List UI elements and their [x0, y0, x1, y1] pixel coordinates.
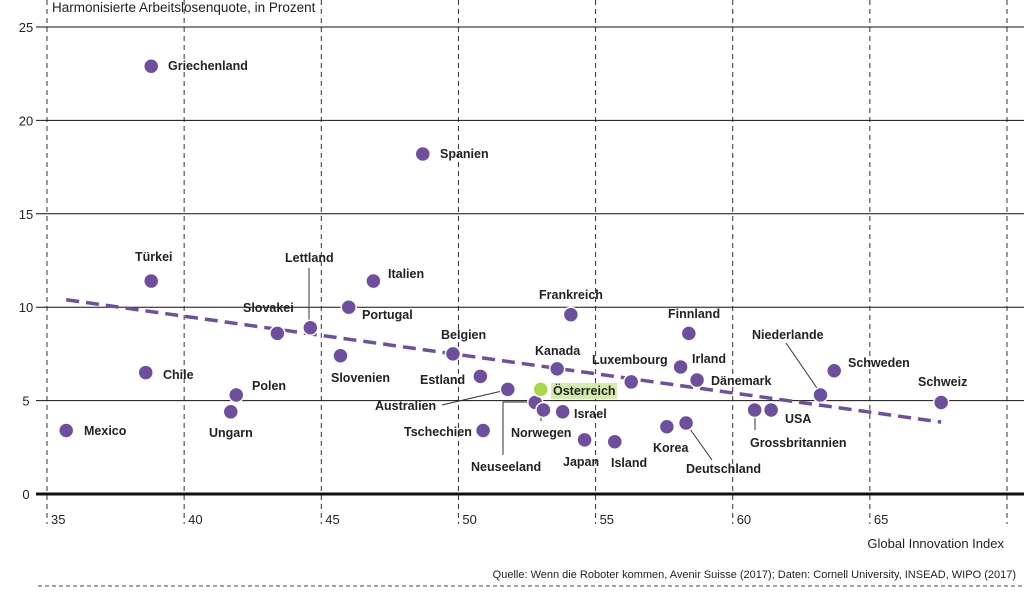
label-estland: Estland [420, 373, 465, 387]
point-portugal [340, 298, 357, 316]
x-tick-label: 65 [874, 512, 888, 527]
label-irland: Irland [692, 352, 726, 366]
x-tick-label: 55 [600, 512, 614, 527]
x-tick-label: 40 [188, 512, 202, 527]
label-mexico: Mexico [84, 424, 127, 438]
label-portugal: Portugal [362, 308, 413, 322]
point-frankreich [562, 306, 580, 323]
point-slovenien [332, 347, 349, 365]
leader-line [441, 390, 503, 406]
label-spanien: Spanien [440, 147, 489, 161]
point-luxembourg [622, 373, 640, 391]
point-italien [365, 272, 382, 290]
label-schweiz: Schweiz [918, 375, 967, 389]
x-tick-label: 35 [51, 512, 65, 527]
point-tschechien [474, 422, 492, 439]
point-slovakei [269, 325, 286, 342]
point-polen [228, 386, 245, 404]
point-irland [672, 358, 689, 376]
point-belgien [444, 345, 462, 363]
point-estland [472, 368, 489, 385]
point-usa [762, 401, 780, 419]
y-tick-label: 25 [19, 20, 33, 35]
point-griechenland [142, 57, 160, 75]
point-norwegen [535, 401, 552, 419]
label-usa: USA [785, 412, 811, 426]
y-tick-label: 5 [22, 394, 29, 409]
point-spanien [414, 145, 432, 163]
leader-line [785, 342, 820, 392]
point-chile [137, 364, 154, 381]
point-türkei [142, 272, 160, 290]
trendline [65, 297, 942, 424]
label-kanada: Kanada [535, 344, 581, 358]
x-tick-label: 50 [462, 512, 476, 527]
leader-lines [308, 268, 820, 461]
point-deutschland [677, 414, 695, 432]
label-grossbritannien: Grossbritannien [750, 436, 847, 450]
source-note: Quelle: Wenn die Roboter kommen, Avenir … [493, 569, 1016, 581]
trendline-group [65, 297, 942, 424]
label-australien: Australien [375, 399, 436, 413]
label-ungarn: Ungarn [209, 426, 253, 440]
label-finnland: Finnland [668, 307, 720, 321]
grid: 0 5 10 15 20 25 35 40 45 50 55 60 65 [19, 0, 1024, 527]
point-österreich [532, 381, 549, 398]
label-griechenland: Griechenland [168, 59, 248, 73]
label-türkei: Türkei [135, 250, 173, 264]
label-tschechien: Tschechien [404, 425, 472, 439]
labels-group: Mexico Griechenland Türkei Chile Polen Ungarn… [84, 59, 967, 476]
points-group [57, 57, 950, 450]
point-niederlande [812, 386, 829, 404]
label-deutschland: Deutschland [686, 462, 761, 476]
point-grossbritannien [746, 401, 763, 419]
label-polen: Polen [252, 379, 286, 393]
highlight-label-background [551, 383, 617, 399]
label-slovakei: Slovakei [243, 301, 294, 315]
x-tick-label: 60 [737, 512, 751, 527]
label-slovenien: Slovenien [331, 371, 390, 385]
point-lettland [302, 319, 319, 336]
label-schweden: Schweden [848, 356, 910, 370]
x-axis-title: Global Innovation Index [867, 536, 1004, 551]
label-belgien: Belgien [441, 328, 486, 342]
label-frankreich: Frankreich [539, 288, 603, 302]
label-israel: Israel [574, 407, 607, 421]
point-australien [499, 381, 517, 398]
point-kanada [548, 360, 566, 378]
label-chile: Chile [163, 368, 194, 382]
label-luxembourg: Luxembourg [592, 353, 668, 367]
label-neuseeland: Neuseeland [471, 460, 541, 474]
leader-line [689, 428, 713, 461]
point-dänemark [688, 371, 706, 389]
point-finnland [680, 325, 698, 342]
label-dänemark: Dänemark [711, 374, 771, 388]
label-norwegen: Norwegen [511, 426, 571, 440]
point-schweiz [932, 394, 950, 411]
x-tick-label: 45 [325, 512, 339, 527]
point-ungarn [222, 403, 240, 421]
label-lettland: Lettland [285, 251, 334, 265]
label-korea: Korea [653, 441, 689, 455]
y-tick-label: 20 [19, 113, 33, 128]
label-niederlande: Niederlande [752, 328, 824, 342]
y-tick-label: 10 [19, 300, 33, 315]
leader-line [502, 401, 530, 455]
y-axis-title: Harmonisierte Arbeitslosenquote, in Proz… [52, 0, 316, 15]
y-tick-label: 0 [22, 487, 29, 502]
point-schweden [825, 362, 843, 379]
point-korea [658, 418, 676, 436]
label-japan: Japan [563, 455, 599, 469]
point-israel [554, 403, 571, 421]
point-japan [576, 431, 593, 449]
point-island [606, 433, 624, 450]
point-mexico [57, 422, 75, 439]
label-italien: Italien [388, 267, 424, 281]
label-österreich: Österreich [553, 383, 616, 398]
y-tick-label: 15 [19, 207, 33, 222]
label-island: Island [611, 456, 647, 470]
